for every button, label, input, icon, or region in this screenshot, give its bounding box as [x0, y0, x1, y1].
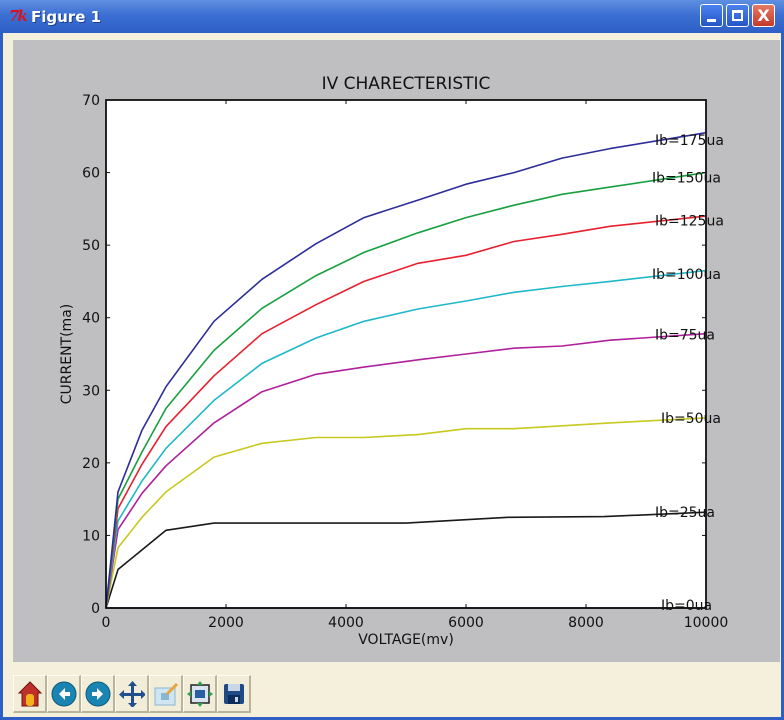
plot-area — [106, 100, 706, 608]
minimize-button[interactable] — [700, 4, 723, 27]
chart-title: IV CHARECTERISTIC — [322, 74, 491, 94]
close-icon: X — [757, 6, 770, 25]
x-axis-label: VOLTAGE(mv) — [358, 632, 454, 648]
y-tick-label: 0 — [91, 601, 100, 617]
curve-label: Ib=25ua — [655, 505, 715, 521]
curve-label: Ib=125ua — [655, 213, 724, 229]
y-tick-label: 40 — [82, 311, 100, 327]
window-title: Figure 1 — [31, 8, 102, 26]
title-bar[interactable]: 7k Figure 1 X — [0, 0, 784, 33]
floppy-icon — [223, 683, 244, 704]
pan-button[interactable] — [115, 675, 149, 713]
y-tick-label: 30 — [82, 383, 100, 399]
back-button[interactable] — [47, 675, 81, 713]
figure-canvas[interactable]: 0 2000 4000 6000 8000 10000 0 10 20 30 40 50 60 70 IV … — [13, 40, 780, 662]
y-tick-label: 60 — [82, 166, 100, 182]
series-line-ib-25ua — [105, 511, 707, 609]
series-line-ib-150ua — [105, 171, 707, 609]
minimize-icon — [707, 18, 716, 22]
arrow-left-icon — [51, 681, 76, 706]
series-line-ib-125ua — [105, 215, 707, 609]
maximize-button[interactable] — [726, 4, 749, 27]
move-icon — [118, 680, 145, 707]
curve-label: Ib=75ua — [655, 327, 715, 343]
maximize-icon — [732, 10, 743, 21]
y-tick-label: 70 — [82, 93, 100, 109]
zoom-rect-icon — [154, 682, 178, 705]
x-tick-label: 10000 — [684, 615, 729, 631]
series-line-ib-50ua — [105, 417, 707, 609]
plot-frame — [105, 99, 707, 609]
y-tick-label: 50 — [82, 238, 100, 254]
curve-label: Ib=100ua — [652, 267, 721, 283]
x-tick-label: 6000 — [448, 615, 484, 631]
series-line-ib-100ua — [105, 269, 707, 609]
curve-label: Ib=175ua — [655, 133, 724, 149]
series-line-ib-75ua — [105, 332, 707, 609]
iv-chart: 0 2000 4000 6000 8000 10000 0 10 20 30 40 50 60 70 IV … — [59, 74, 729, 648]
zoom-button[interactable] — [149, 675, 183, 713]
x-tick-label: 0 — [102, 615, 111, 631]
arrow-right-icon — [85, 681, 110, 706]
x-tick-label: 8000 — [568, 615, 604, 631]
save-button[interactable] — [217, 675, 251, 713]
subplots-icon — [186, 680, 213, 707]
curve-label: Ib=50ua — [661, 411, 721, 427]
y-axis-label: CURRENT(ma) — [59, 304, 75, 405]
subplots-button[interactable] — [183, 675, 217, 713]
series-line-ib-175ua — [105, 131, 707, 609]
y-tick-label: 10 — [82, 528, 100, 544]
home-icon — [17, 680, 42, 706]
curve-label: Ib=0ua — [661, 598, 712, 614]
y-tick-label: 20 — [82, 456, 100, 472]
x-tick-label: 4000 — [328, 615, 364, 631]
close-button[interactable]: X — [752, 4, 775, 27]
home-button[interactable] — [13, 675, 47, 713]
tk-logo-icon: 7k — [9, 7, 28, 25]
curve-label: Ib=150ua — [652, 171, 721, 187]
navigation-toolbar — [13, 675, 251, 715]
forward-button[interactable] — [81, 675, 115, 713]
x-tick-label: 2000 — [208, 615, 244, 631]
